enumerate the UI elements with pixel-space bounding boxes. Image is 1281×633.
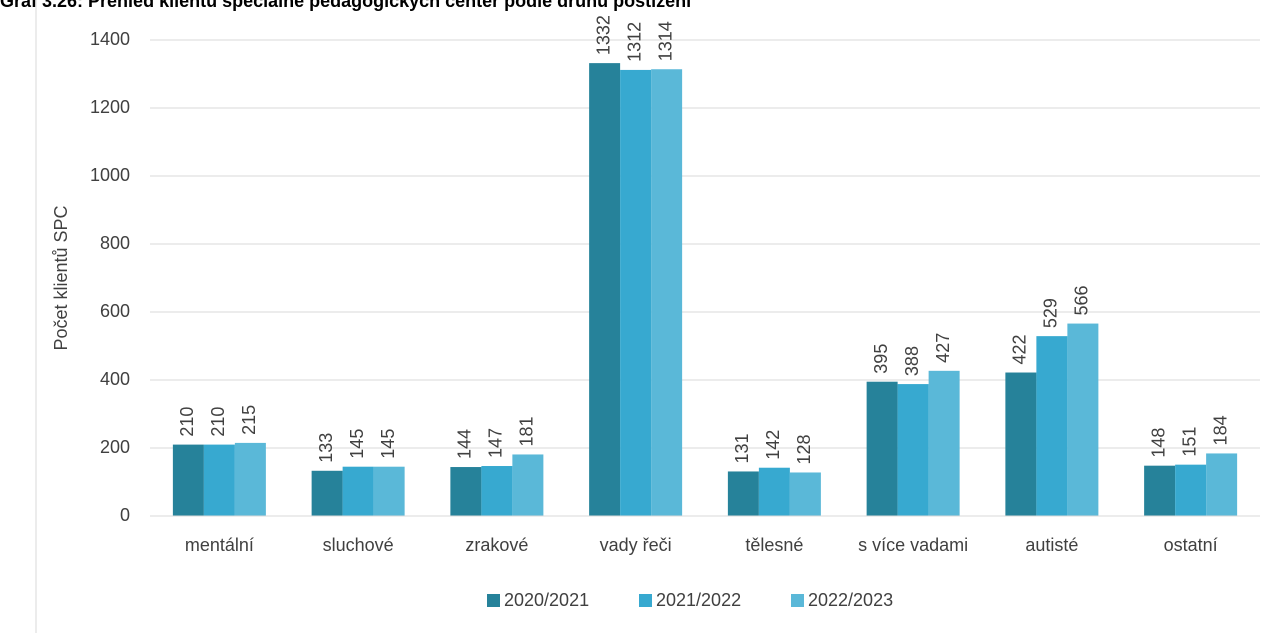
data-label: 566 <box>1072 286 1092 316</box>
bar <box>620 69 652 517</box>
legend-label: 2022/2023 <box>808 590 893 610</box>
bar <box>512 454 544 516</box>
y-tick-label: 800 <box>100 233 130 253</box>
data-label: 147 <box>486 428 506 458</box>
x-tick-label: vady řeči <box>600 535 672 555</box>
y-tick-label: 600 <box>100 301 130 321</box>
data-label: 181 <box>517 416 537 446</box>
bar <box>866 381 898 516</box>
bar <box>897 384 929 516</box>
bar <box>651 69 683 517</box>
chart-border <box>35 0 37 633</box>
bar <box>481 466 513 516</box>
data-label: 144 <box>455 429 475 459</box>
data-label: 145 <box>347 429 367 459</box>
data-label: 1314 <box>655 21 675 61</box>
bar <box>172 444 204 516</box>
y-axis-label: Počet klientů SPC <box>51 205 71 350</box>
data-label: 210 <box>177 407 197 437</box>
bar <box>1144 465 1176 516</box>
bar <box>589 63 621 517</box>
legend-label: 2020/2021 <box>504 590 589 610</box>
bar <box>342 466 374 516</box>
bar <box>203 444 235 516</box>
bar <box>727 471 759 516</box>
bar <box>1206 453 1238 516</box>
data-label: 215 <box>239 405 259 435</box>
bar <box>1005 372 1037 516</box>
data-label: 145 <box>378 429 398 459</box>
y-tick-label: 1200 <box>90 97 130 117</box>
data-label: 131 <box>732 433 752 463</box>
data-label: 1312 <box>624 22 644 62</box>
data-label: 148 <box>1148 428 1168 458</box>
x-tick-label: s více vadami <box>858 535 968 555</box>
y-tick-label: 1400 <box>90 29 130 49</box>
legend-label: 2021/2022 <box>656 590 741 610</box>
x-tick-label: sluchové <box>323 535 394 555</box>
data-label: 529 <box>1041 298 1061 328</box>
bar <box>450 467 482 516</box>
bar <box>311 470 343 516</box>
data-label: 427 <box>933 333 953 363</box>
data-label: 210 <box>208 407 228 437</box>
bar <box>234 442 266 516</box>
legend-swatch <box>791 594 804 607</box>
x-tick-label: zrakové <box>465 535 528 555</box>
x-tick-label: autisté <box>1025 535 1078 555</box>
x-tick-label: mentální <box>185 535 254 555</box>
bar <box>928 370 960 516</box>
data-label: 1332 <box>593 15 613 55</box>
y-tick-label: 1000 <box>90 165 130 185</box>
data-label: 133 <box>316 433 336 463</box>
bar <box>1175 464 1207 516</box>
data-label: 422 <box>1010 334 1030 364</box>
chart-title: Graf 3.26: Přehled klientů speciálně ped… <box>0 0 692 11</box>
data-label: 184 <box>1210 415 1230 445</box>
bar <box>789 472 821 516</box>
y-tick-label: 200 <box>100 437 130 457</box>
bar <box>1036 336 1068 516</box>
bar <box>1067 323 1099 516</box>
data-label: 128 <box>794 434 814 464</box>
legend-swatch <box>487 594 500 607</box>
x-tick-label: tělesné <box>745 535 803 555</box>
data-label: 151 <box>1179 427 1199 457</box>
data-label: 142 <box>763 430 783 460</box>
bar <box>373 466 405 516</box>
bar <box>758 467 790 516</box>
legend-swatch <box>639 594 652 607</box>
data-label: 388 <box>902 346 922 376</box>
y-tick-label: 0 <box>120 505 130 525</box>
x-tick-label: ostatní <box>1164 535 1218 555</box>
data-label: 395 <box>871 344 891 374</box>
y-tick-label: 400 <box>100 369 130 389</box>
